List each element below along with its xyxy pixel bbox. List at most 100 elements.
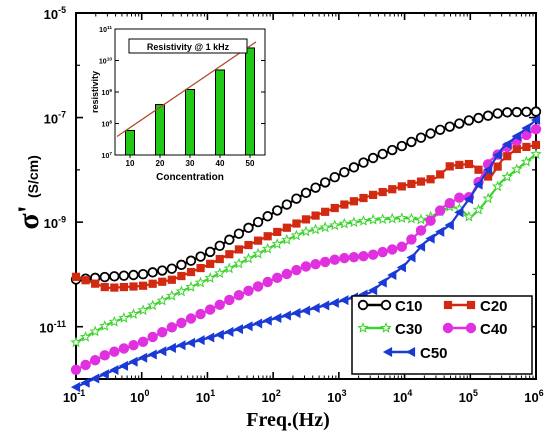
y-tick-label-exponent: -7: [58, 110, 66, 120]
data-point: [71, 272, 81, 281]
x-tick-label-base: 10: [130, 390, 144, 405]
inset-x-axis-label: Concentration: [156, 172, 224, 183]
x-tick-label: 105: [459, 388, 478, 405]
data-point: [348, 162, 360, 173]
data-point: [148, 279, 157, 288]
data-point: [492, 108, 503, 119]
data-point: [214, 267, 226, 279]
data-point: [147, 331, 158, 343]
data-point: [320, 300, 330, 311]
data-point: [386, 212, 398, 224]
data-point: [185, 313, 197, 324]
data-point: [90, 373, 100, 384]
data-point: [177, 271, 186, 281]
data-point: [493, 162, 502, 171]
data-point: [167, 275, 176, 284]
inset-bar: [215, 69, 225, 156]
data-point: [272, 272, 283, 284]
inset-x-tick-label: 10: [126, 159, 135, 168]
x-tick-label-exponent: 1: [210, 388, 215, 398]
inset-y-tick-label-exponent: 11: [107, 25, 112, 31]
inset-y-tick-label-exponent: 7: [109, 151, 112, 157]
data-point: [339, 252, 350, 264]
data-point: [388, 185, 397, 194]
data-point: [262, 211, 273, 222]
data-point: [195, 335, 205, 346]
data-point: [502, 139, 512, 150]
data-point: [454, 118, 465, 129]
data-point: [195, 308, 206, 320]
x-tick-label-exponent: 0: [144, 388, 149, 398]
data-point: [482, 164, 493, 175]
data-point: [80, 359, 91, 371]
inset-y-tick-label-exponent: 10: [107, 56, 113, 62]
data-point: [243, 321, 253, 332]
data-point: [281, 310, 291, 321]
data-point: [491, 180, 504, 192]
x-tick-label-exponent: -1: [77, 388, 85, 398]
data-point: [118, 312, 130, 323]
main-chart: 10-1 100 101 102 103 104 105 106 10-1110-910-71…: [12, 5, 544, 431]
x-tick-label: 103: [327, 388, 346, 405]
data-point: [530, 148, 542, 159]
data-point: [330, 203, 339, 213]
data-point: [434, 205, 446, 216]
data-point: [472, 203, 485, 215]
data-point: [204, 246, 216, 258]
data-point: [482, 110, 494, 121]
data-point: [339, 166, 350, 178]
x-tick-label-base: 10: [524, 390, 538, 405]
data-point: [444, 220, 454, 231]
x-tick-label: 101: [196, 388, 215, 405]
x-tick-label-base: 10: [261, 390, 275, 405]
inset-x-tick-label: 40: [216, 159, 225, 168]
data-point: [531, 140, 541, 150]
data-point: [464, 159, 474, 169]
data-point: [377, 246, 388, 258]
legend-item-C30: C30: [357, 321, 423, 338]
data-point: [387, 244, 398, 255]
data-point: [463, 115, 475, 126]
data-point: [426, 175, 435, 184]
data-point: [310, 182, 321, 193]
y-axis-symbol: σ': [12, 205, 45, 230]
data-point: [435, 226, 445, 237]
data-point: [137, 304, 149, 316]
data-point: [511, 131, 521, 142]
x-tick-label-base: 10: [196, 390, 210, 405]
x-tick-label-exponent: 3: [342, 388, 347, 398]
inset-y-tick-label: 108: [102, 119, 113, 128]
data-point: [319, 221, 331, 233]
data-point: [156, 294, 168, 306]
data-point: [530, 123, 542, 135]
data-point: [442, 322, 454, 334]
data-point: [415, 241, 426, 252]
data-point: [290, 229, 303, 241]
x-axis-ticks: 10-1 100 101 102 103 104 105 106: [63, 13, 544, 405]
data-point: [473, 112, 484, 124]
x-tick-label: 100: [130, 388, 149, 405]
data-point: [503, 152, 512, 161]
data-point: [367, 213, 379, 225]
data-point: [340, 200, 349, 209]
data-point: [415, 213, 427, 225]
data-point: [234, 245, 244, 254]
x-tick-label-base: 10: [393, 390, 407, 405]
x-tick-label-exponent: 5: [473, 388, 478, 398]
y-tick-label-base: 10: [44, 216, 58, 231]
data-point: [425, 233, 435, 244]
data-point: [109, 271, 120, 282]
data-point: [100, 282, 109, 292]
data-point: [444, 197, 455, 209]
data-point: [261, 242, 274, 254]
data-point: [406, 252, 416, 263]
data-point: [357, 299, 369, 311]
data-point: [158, 277, 167, 286]
data-point: [367, 152, 379, 164]
data-point: [357, 214, 370, 226]
data-point: [380, 322, 392, 333]
data-point: [233, 257, 245, 269]
data-point: [482, 192, 494, 204]
data-point: [262, 276, 273, 288]
